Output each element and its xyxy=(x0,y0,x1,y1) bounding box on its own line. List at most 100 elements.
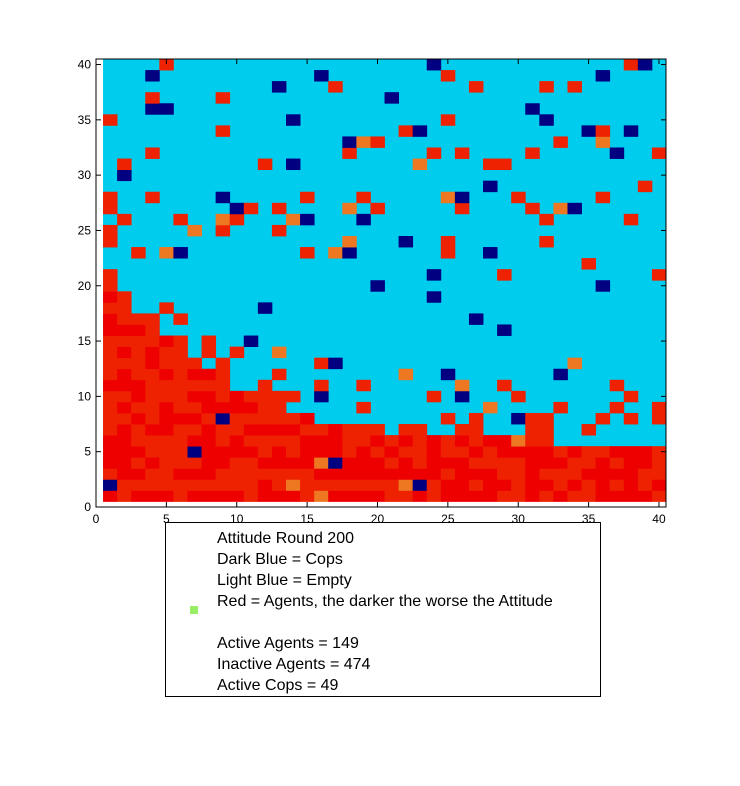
heatmap-cell-cop xyxy=(412,125,428,137)
heatmap-cell-agent-dark xyxy=(103,291,118,303)
heatmap-cell-agent xyxy=(426,147,442,159)
heatmap-cell-agent xyxy=(271,368,287,381)
heatmap-cell-agent-dark xyxy=(370,457,385,469)
heatmap-cell-agent-dark xyxy=(539,457,554,469)
heatmap-cell-cop xyxy=(511,412,526,425)
heatmap-cell-agent xyxy=(314,479,329,491)
legend-line-cops: Dark Blue = Cops xyxy=(217,551,343,568)
heatmap-cell-agent xyxy=(145,313,160,325)
heatmap-cell-cop xyxy=(581,125,597,137)
heatmap-cell-agent xyxy=(440,468,456,480)
heatmap-cell-agent xyxy=(117,313,132,325)
heatmap-cell-agent-dark xyxy=(103,379,118,392)
heatmap-cell-agent-dark xyxy=(567,446,582,458)
legend-line-active-agents: Active Agents = 149 xyxy=(217,635,359,652)
heatmap-cell-agent xyxy=(145,479,160,491)
heatmap-cell-agent-dark xyxy=(286,490,301,502)
heatmap-cell-agent-dark xyxy=(454,435,470,447)
heatmap-cell-agent xyxy=(173,213,188,226)
heatmap-cell-agent-dark xyxy=(243,424,259,436)
heatmap-cell-agent xyxy=(497,379,512,392)
heatmap-cell-agent xyxy=(525,147,540,159)
heatmap-cell-agent xyxy=(271,224,287,237)
heatmap-cell-agent xyxy=(398,490,414,502)
heatmap-cell-agent xyxy=(440,446,456,458)
heatmap-cell-agent-light xyxy=(398,479,414,491)
legend-line-active-cops: Active Cops = 49 xyxy=(217,677,339,694)
heatmap-cell-agent xyxy=(497,269,512,281)
heatmap-cell-agent xyxy=(229,457,245,469)
heatmap-cell-agent xyxy=(103,114,118,126)
heatmap-cell-agent-dark xyxy=(342,490,357,502)
heatmap-cell-agent xyxy=(145,379,160,392)
heatmap-cell-agent xyxy=(300,479,315,491)
heatmap-cell-agent xyxy=(117,335,132,347)
axes-frame xyxy=(95,58,667,508)
heatmap-cell-agent-dark xyxy=(300,412,315,425)
heatmap-cell-cop xyxy=(426,59,442,71)
heatmap-cell-agent-dark xyxy=(187,368,202,381)
heatmap-cell-agent xyxy=(117,158,132,171)
heatmap-cell-agent-dark xyxy=(117,401,132,414)
heatmap-cell-agent-dark xyxy=(328,435,343,447)
heatmap-cell-agent-dark xyxy=(187,435,202,447)
heatmap-cell-agent-dark xyxy=(159,368,174,381)
heatmap-cell-agent xyxy=(384,479,399,491)
heatmap-cell-agent-dark xyxy=(553,490,568,502)
heatmap-cell-agent-dark xyxy=(342,457,357,469)
heatmap-cell-agent xyxy=(426,490,442,502)
heatmap-cell-agent xyxy=(117,479,132,491)
heatmap-cell-agent xyxy=(173,313,188,325)
heatmap-cell-agent xyxy=(651,446,667,458)
heatmap-cell-agent xyxy=(637,479,653,491)
heatmap-cell-agent xyxy=(187,424,202,436)
heatmap-cell-agent xyxy=(131,357,146,370)
heatmap-cell-agent xyxy=(173,479,188,491)
heatmap-cell-cop xyxy=(300,213,315,226)
heatmap-cell-agent xyxy=(356,191,371,204)
heatmap-cell-agent-dark xyxy=(103,457,118,469)
heatmap-cell-agent-dark xyxy=(637,457,653,469)
heatmap-cell-agent-dark xyxy=(623,479,639,491)
heatmap-cell-agent xyxy=(539,235,554,248)
heatmap-cell-agent xyxy=(553,401,568,414)
heatmap-cell-agent xyxy=(215,368,231,381)
heatmap-cell-agent xyxy=(609,401,625,414)
heatmap-cell-agent xyxy=(215,435,231,447)
heatmap-cell-agent xyxy=(271,468,287,480)
heatmap-cell-agent-dark xyxy=(539,479,554,491)
heatmap-cell-agent-light xyxy=(342,235,357,248)
heatmap-cell-agent xyxy=(103,224,118,237)
heatmap-cell-agent-dark xyxy=(525,446,540,458)
heatmap-cell-agent xyxy=(595,446,611,458)
heatmap-cell-cop xyxy=(370,280,385,292)
heatmap-cell-agent-dark xyxy=(257,424,273,436)
heatmap-cell-agent xyxy=(159,435,174,447)
heatmap-cell-agent xyxy=(159,346,174,359)
heatmap-cell-agent-dark xyxy=(159,412,174,425)
heatmap-cell-agent-dark xyxy=(229,401,245,414)
heatmap-cell-agent xyxy=(342,424,357,436)
y-tick-label: 35 xyxy=(78,113,92,127)
heatmap-cell-agent xyxy=(384,435,399,447)
heatmap-cell-agent xyxy=(103,468,118,480)
heatmap-cell-agent xyxy=(243,435,259,447)
heatmap-cell-agent xyxy=(651,147,667,159)
heatmap-cell-agent xyxy=(300,247,315,259)
heatmap-cell-agent xyxy=(314,357,329,370)
heatmap-cell-agent-dark xyxy=(131,390,146,403)
heatmap-cell-agent-dark xyxy=(328,490,343,502)
heatmap-cell-agent xyxy=(567,490,582,502)
heatmap-cell-cop xyxy=(609,147,625,159)
heatmap-cell-agent xyxy=(257,412,273,425)
heatmap-cell-agent-dark xyxy=(454,490,470,502)
heatmap-cell-agent xyxy=(159,302,174,314)
heatmap-cell-agent xyxy=(229,346,245,359)
heatmap-cell-agent xyxy=(384,490,399,502)
heatmap-cell-agent xyxy=(173,446,188,458)
heatmap-cell-agent xyxy=(131,424,146,436)
heatmap-cell-agent-dark xyxy=(300,435,315,447)
heatmap-cell-agent xyxy=(651,468,667,480)
heatmap-cell-agent xyxy=(314,424,329,436)
x-tick-label: 0 xyxy=(93,512,100,526)
